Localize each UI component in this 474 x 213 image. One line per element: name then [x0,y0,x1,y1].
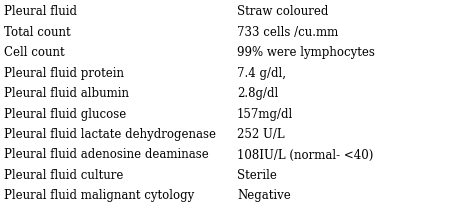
Text: 733 cells /cu.mm: 733 cells /cu.mm [237,26,338,39]
Text: Pleural fluid lactate dehydrogenase: Pleural fluid lactate dehydrogenase [4,128,216,141]
Text: 157mg/dl: 157mg/dl [237,108,293,121]
Text: Straw coloured: Straw coloured [237,5,328,18]
Text: Sterile: Sterile [237,169,277,182]
Text: Pleural fluid adenosine deaminase: Pleural fluid adenosine deaminase [4,148,209,161]
Text: Pleural fluid culture: Pleural fluid culture [4,169,123,182]
Text: 7.4 g/dl,: 7.4 g/dl, [237,67,286,80]
Text: Pleural fluid malignant cytology: Pleural fluid malignant cytology [4,189,194,202]
Text: 2.8g/dl: 2.8g/dl [237,87,278,100]
Text: Pleural fluid albumin: Pleural fluid albumin [4,87,129,100]
Text: 252 U/L: 252 U/L [237,128,284,141]
Text: Pleural fluid protein: Pleural fluid protein [4,67,124,80]
Text: Cell count: Cell count [4,46,64,59]
Text: 99% were lymphocytes: 99% were lymphocytes [237,46,375,59]
Text: Pleural fluid: Pleural fluid [4,5,77,18]
Text: Negative: Negative [237,189,291,202]
Text: Pleural fluid glucose: Pleural fluid glucose [4,108,126,121]
Text: 108IU/L (normal- <40): 108IU/L (normal- <40) [237,148,374,161]
Text: Total count: Total count [4,26,71,39]
